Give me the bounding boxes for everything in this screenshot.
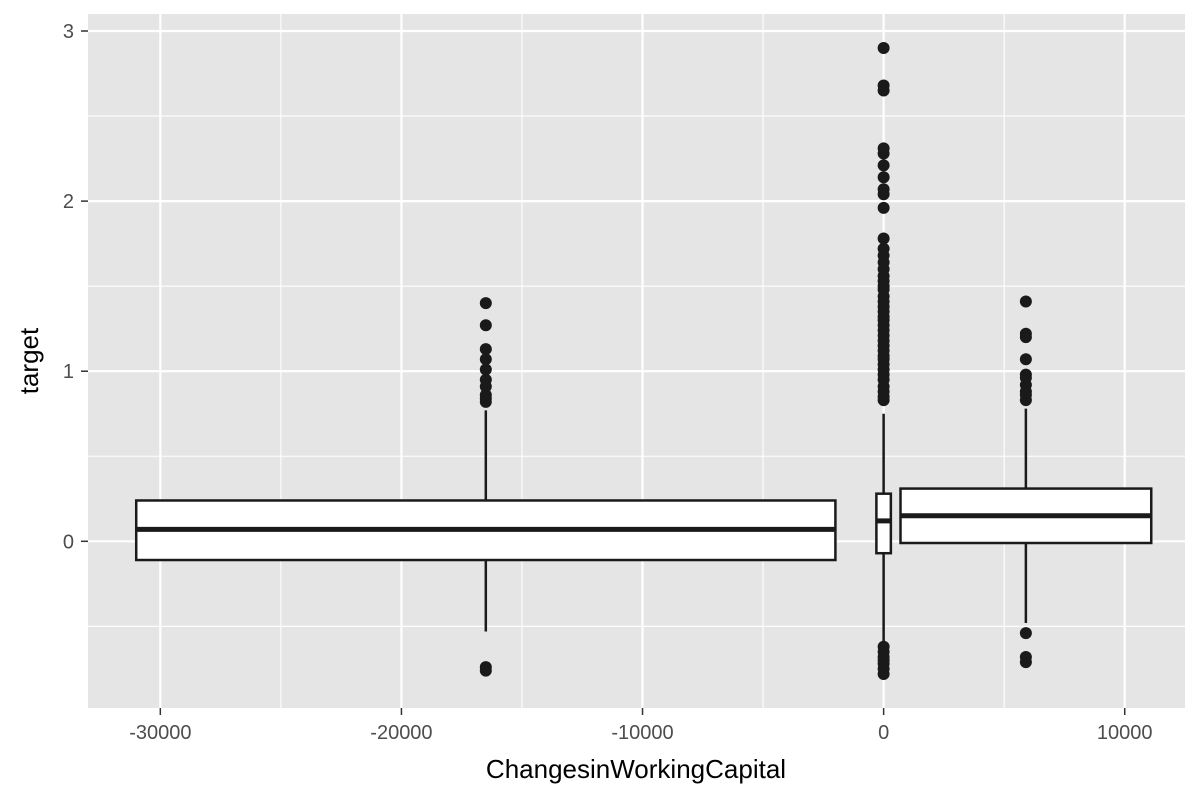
outlier-point: [877, 201, 890, 214]
x-tick-label: 10000: [1097, 722, 1153, 744]
box-0: [134, 297, 837, 677]
x-tick-label: 0: [878, 722, 889, 744]
outlier-point: [1019, 353, 1032, 366]
outlier-point: [877, 394, 890, 407]
outlier-point: [479, 664, 492, 677]
outlier-point: [877, 171, 890, 184]
outlier-point: [479, 395, 492, 408]
y-tick-label: 1: [63, 361, 74, 383]
outlier-point: [479, 343, 492, 356]
outlier-point: [479, 353, 492, 366]
outlier-point: [877, 84, 890, 97]
outlier-point: [1019, 627, 1032, 640]
outlier-point: [479, 297, 492, 310]
x-tick-label: -20000: [370, 722, 432, 744]
y-axis-title: target: [14, 327, 44, 394]
outlier-point: [877, 188, 890, 201]
box-2: [899, 295, 1153, 669]
outlier-point: [877, 667, 890, 680]
x-axis-title: ChangesinWorkingCapital: [486, 754, 786, 784]
outlier-point: [479, 380, 492, 393]
y-tick-label: 3: [63, 21, 74, 43]
plot-panel: [88, 14, 1185, 708]
boxes: [134, 42, 1153, 680]
x-tick-label: -30000: [129, 722, 191, 744]
outlier-point: [877, 42, 890, 55]
outlier-point: [1019, 656, 1032, 669]
outlier-point: [479, 363, 492, 376]
outlier-point: [877, 147, 890, 160]
outlier-point: [479, 319, 492, 332]
y-tick-label: 0: [63, 531, 74, 553]
box-1: [875, 42, 893, 680]
outlier-point: [877, 159, 890, 172]
iqr-box: [875, 492, 893, 555]
outlier-point: [1019, 331, 1032, 344]
x-tick-label: -10000: [611, 722, 673, 744]
outlier-point: [1019, 295, 1032, 308]
axis-ticks: -30000 -20000 -10000 0 10000 0 1 2 3: [63, 21, 1153, 744]
outlier-point: [1019, 394, 1032, 407]
y-tick-label: 2: [63, 191, 74, 213]
outlier-point: [877, 232, 890, 245]
